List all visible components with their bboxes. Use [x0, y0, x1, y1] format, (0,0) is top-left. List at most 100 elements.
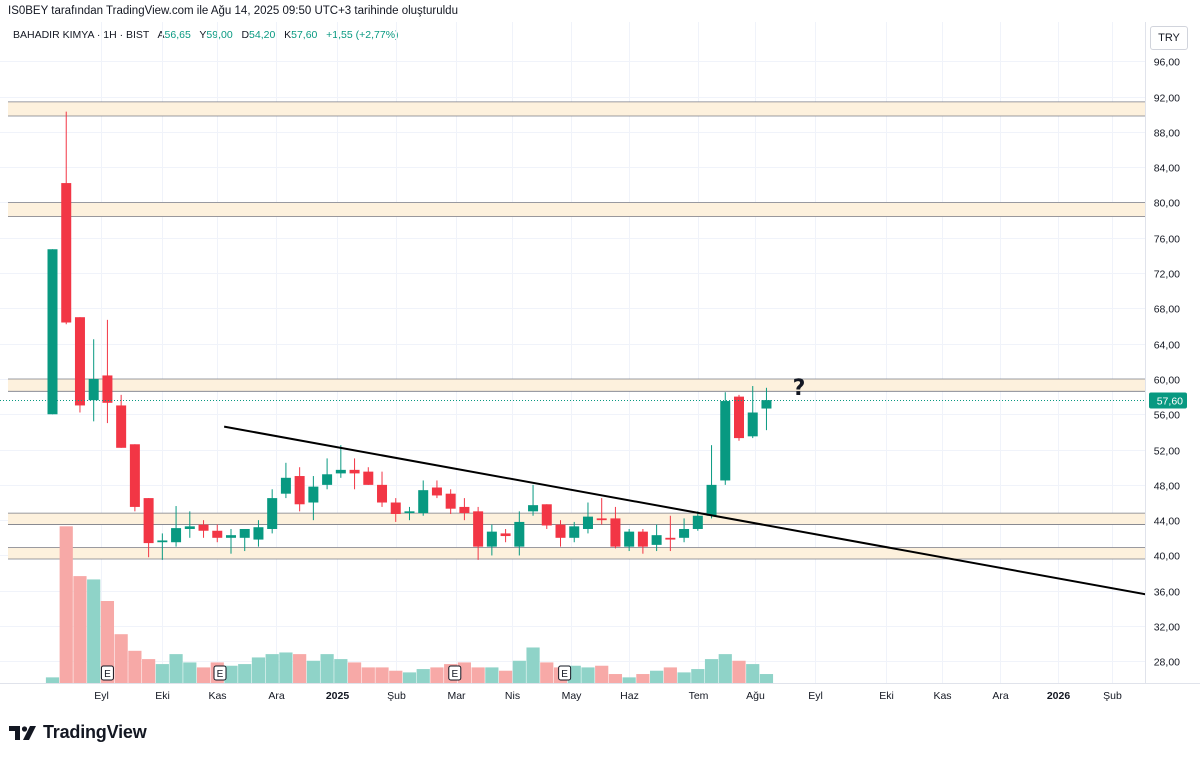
price-tick-label: 76,00 — [1154, 234, 1180, 246]
candle-body — [171, 528, 182, 543]
volume-bar — [73, 576, 87, 684]
volume-bar — [512, 660, 526, 684]
candle-body — [431, 487, 442, 496]
time-tick-label: 2025 — [326, 690, 350, 702]
volume-bar — [430, 667, 444, 684]
time-tick-label: Eki — [155, 690, 170, 702]
volume-bar — [732, 660, 746, 684]
volume-bar — [265, 654, 279, 684]
symbol-name[interactable]: BAHADIR KIMYA · 1H · BIST — [13, 29, 150, 41]
candle-body — [184, 526, 195, 529]
symbol-legend: BAHADIR KIMYA · 1H · BIST A56,65 Y59,00 … — [13, 29, 399, 41]
volume-bar — [718, 654, 732, 684]
price-tick-label: 44,00 — [1154, 516, 1180, 528]
candle-body — [637, 531, 648, 547]
volume-bar — [100, 601, 115, 684]
volume-bar — [183, 662, 197, 684]
candle-body — [734, 396, 744, 439]
time-tick-label: Eki — [879, 690, 894, 702]
volume-bar — [375, 667, 389, 684]
earnings-marker — [558, 665, 572, 681]
candle-body — [500, 533, 511, 537]
time-tick-label: Şub — [1103, 690, 1122, 702]
candle-body — [445, 493, 456, 509]
candle-body — [225, 535, 236, 538]
candle-body — [61, 183, 72, 323]
trendline-layer — [223, 425, 1146, 596]
candle-body — [390, 502, 401, 514]
close-value: 57,60 — [291, 29, 318, 41]
price-tick-label: 52,00 — [1154, 446, 1180, 458]
volume-bar — [238, 664, 252, 684]
volume-bar — [142, 659, 156, 684]
high-label: Y — [199, 29, 207, 41]
volume-bar — [361, 667, 375, 684]
earnings-marker — [213, 665, 227, 681]
volume-bar — [251, 657, 266, 684]
price-zone-band — [8, 101, 1145, 117]
volume-bar — [334, 659, 348, 684]
volume-bar — [87, 579, 101, 684]
earnings-marker-label: E — [451, 669, 458, 680]
candle-body — [486, 531, 497, 547]
candle-body — [143, 498, 154, 544]
change-value: +1,55 (+2,77%) — [326, 29, 399, 41]
candle-body — [610, 518, 621, 547]
price-tick-label: 32,00 — [1154, 622, 1180, 634]
earnings-marker-label: E — [561, 669, 568, 680]
time-tick-label: Tem — [689, 690, 709, 702]
candle-body — [267, 498, 278, 529]
candle-body — [418, 490, 429, 514]
candle-body — [88, 378, 99, 401]
time-axis[interactable]: Eyl Eki Kas Ara 2025 Şub Mar Nis May Haz Tem Ağu Eyl… — [94, 690, 1122, 702]
price-zone-band — [8, 547, 1145, 559]
price-tick-label: 84,00 — [1154, 163, 1180, 175]
candle-body — [569, 526, 580, 538]
price-zone-band — [8, 513, 1145, 525]
low-label: D — [241, 29, 250, 41]
candle-body — [747, 412, 758, 437]
candle-body — [692, 515, 703, 529]
volume-bar — [540, 662, 554, 684]
volume-bar — [169, 654, 183, 684]
candle-body — [473, 511, 484, 547]
volume-bar — [498, 670, 513, 684]
tradingview-logo-icon — [9, 725, 36, 740]
price-tick-label: 28,00 — [1154, 657, 1180, 669]
candle-body — [363, 471, 374, 485]
candle-body — [308, 486, 319, 503]
currency-selector[interactable]: TRY — [1150, 26, 1188, 50]
volume-bar — [595, 665, 609, 684]
volume-bars — [45, 526, 774, 684]
candle-body — [239, 528, 250, 538]
candle-body — [528, 505, 539, 512]
chart-header: IS0BEY tarafından TradingView.com ile Ağ… — [8, 5, 458, 17]
time-tick-label: Ağu — [746, 690, 765, 702]
volume-bar — [306, 660, 320, 684]
chart-grid — [0, 22, 1145, 683]
time-tick-label: May — [562, 690, 583, 702]
time-tick-label: Eyl — [808, 690, 823, 702]
price-axis[interactable]: 96,00 92,00 88,00 84,00 80,00 76,00 72,00 68,00… — [1154, 57, 1180, 669]
candle-body — [294, 476, 305, 505]
price-tick-label: 80,00 — [1154, 198, 1180, 210]
last-price-badge — [1149, 392, 1187, 409]
candle-body — [720, 401, 731, 481]
earnings-marker — [448, 665, 462, 681]
volume-bar — [224, 665, 238, 684]
close-label: K — [284, 29, 292, 41]
price-tick-label: 72,00 — [1154, 269, 1180, 281]
volume-bar — [471, 667, 485, 684]
candle-body — [679, 528, 690, 538]
open-label: A — [157, 29, 165, 41]
volume-bar — [114, 634, 128, 684]
candlesticks — [47, 111, 772, 560]
volume-bar — [320, 654, 334, 684]
price-zones — [8, 101, 1145, 560]
volume-bar — [663, 667, 677, 684]
volume-bar — [196, 667, 211, 684]
time-tick-label: Nis — [505, 690, 520, 702]
price-tick-label: 36,00 — [1154, 587, 1180, 599]
tradingview-logo[interactable]: TradingView — [9, 722, 147, 743]
